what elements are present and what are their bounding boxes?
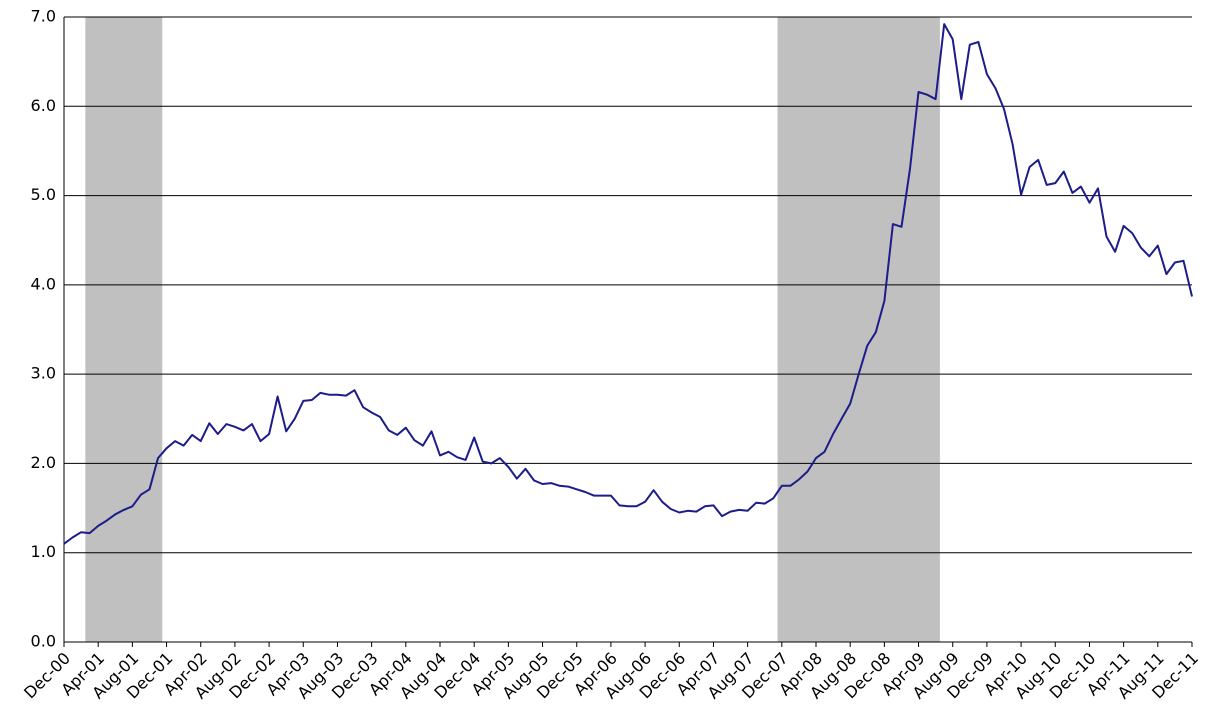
data-line: [63, 23, 1193, 545]
y-tick-label: 5.0: [31, 185, 56, 204]
shaded-period: [777, 17, 940, 642]
y-tick-label: 7.0: [31, 7, 56, 26]
y-tick-label: 4.0: [31, 274, 56, 293]
shaded-period: [85, 17, 163, 642]
y-tick-label: 1.0: [31, 542, 56, 561]
y-tick-label: 6.0: [31, 96, 56, 115]
y-tick-label: 2.0: [31, 453, 56, 472]
y-tick-label: 3.0: [31, 364, 56, 383]
y-tick-label: 0.0: [31, 632, 56, 651]
